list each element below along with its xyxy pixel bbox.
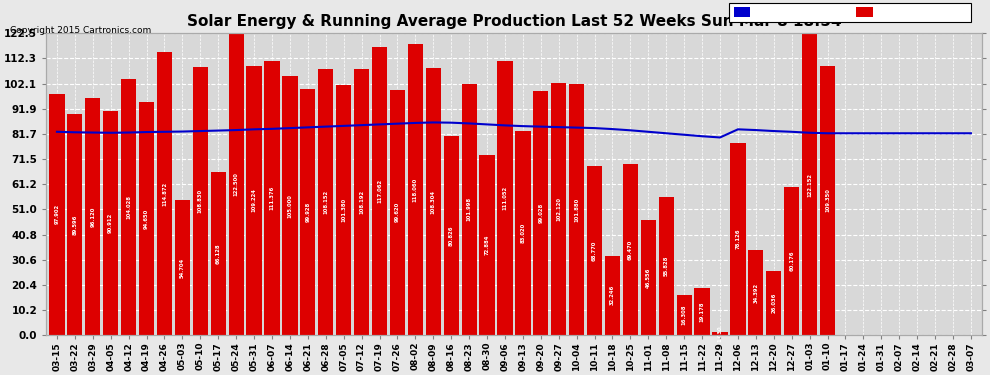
Bar	[587, 166, 602, 335]
Bar	[426, 68, 441, 335]
Legend: Average  (kWh), Weekly  (kWh): Average (kWh), Weekly (kWh)	[730, 3, 971, 22]
Text: 96.120: 96.120	[90, 207, 95, 227]
Text: 108.830: 108.830	[198, 189, 203, 213]
Bar	[139, 102, 154, 335]
Bar	[121, 79, 137, 335]
Text: 108.152: 108.152	[324, 190, 329, 214]
Text: 60.176: 60.176	[789, 251, 794, 271]
Bar	[551, 84, 566, 335]
Text: 1.030: 1.030	[718, 326, 723, 342]
Bar	[731, 142, 745, 335]
Text: 111.376: 111.376	[269, 186, 274, 210]
Bar	[802, 34, 817, 335]
Bar	[479, 156, 495, 335]
Text: 122.500: 122.500	[234, 172, 239, 196]
Text: 32.246: 32.246	[610, 285, 615, 305]
Bar	[444, 136, 458, 335]
Text: 69.470: 69.470	[628, 239, 633, 260]
Bar	[605, 256, 620, 335]
Bar	[676, 295, 692, 335]
Bar	[713, 333, 728, 335]
Text: 55.828: 55.828	[663, 256, 669, 276]
Bar	[569, 84, 584, 335]
Bar	[211, 172, 226, 335]
Text: 97.902: 97.902	[54, 204, 59, 225]
Text: 66.128: 66.128	[216, 243, 221, 264]
Text: 114.872: 114.872	[162, 182, 167, 206]
Text: 108.192: 108.192	[359, 190, 364, 214]
Bar	[318, 69, 334, 335]
Bar	[67, 114, 82, 335]
Text: 104.028: 104.028	[126, 195, 131, 219]
Bar	[103, 111, 119, 335]
Text: 89.596: 89.596	[72, 214, 77, 235]
Text: 19.178: 19.178	[700, 301, 705, 322]
Bar	[229, 33, 244, 335]
Bar	[748, 250, 763, 335]
Text: 109.350: 109.350	[825, 188, 830, 212]
Bar	[336, 85, 351, 335]
Bar	[623, 164, 638, 335]
Bar	[784, 187, 799, 335]
Text: 99.028: 99.028	[539, 203, 544, 223]
Text: 54.704: 54.704	[180, 258, 185, 278]
Text: 101.880: 101.880	[574, 197, 579, 222]
Text: 68.770: 68.770	[592, 240, 597, 261]
Text: 118.060: 118.060	[413, 177, 418, 202]
Bar	[534, 91, 548, 335]
Bar	[85, 98, 100, 335]
Text: 94.650: 94.650	[145, 209, 149, 229]
Text: 109.224: 109.224	[251, 189, 256, 212]
Text: 80.826: 80.826	[448, 225, 453, 246]
Bar	[247, 66, 261, 335]
Bar	[50, 94, 64, 335]
Text: 78.126: 78.126	[736, 228, 741, 249]
Text: 99.620: 99.620	[395, 202, 400, 222]
Bar	[820, 66, 836, 335]
Text: 16.308: 16.308	[682, 304, 687, 325]
Text: 105.000: 105.000	[287, 194, 292, 217]
Text: 117.062: 117.062	[377, 179, 382, 203]
Bar	[300, 89, 316, 335]
Bar	[372, 46, 387, 335]
Bar	[461, 84, 477, 335]
Text: 99.928: 99.928	[305, 202, 310, 222]
Text: 83.020: 83.020	[521, 223, 526, 243]
Bar	[390, 90, 405, 335]
Text: 34.392: 34.392	[753, 283, 758, 303]
Bar	[408, 44, 423, 335]
Text: 46.556: 46.556	[645, 267, 650, 288]
Text: 102.120: 102.120	[556, 197, 561, 221]
Bar	[497, 62, 513, 335]
Text: 90.912: 90.912	[108, 213, 113, 233]
Bar	[694, 288, 710, 335]
Text: 108.304: 108.304	[431, 190, 436, 214]
Text: 101.380: 101.380	[342, 198, 346, 222]
Text: 101.998: 101.998	[466, 197, 471, 222]
Bar	[354, 69, 369, 335]
Text: 72.884: 72.884	[484, 235, 489, 255]
Bar	[156, 52, 172, 335]
Bar	[175, 200, 190, 335]
Title: Solar Energy & Running Average Production Last 52 Weeks Sun Mar 8 18:54: Solar Energy & Running Average Productio…	[187, 14, 842, 29]
Bar	[766, 271, 781, 335]
Bar	[193, 67, 208, 335]
Text: 26.036: 26.036	[771, 293, 776, 313]
Text: 111.052: 111.052	[503, 186, 508, 210]
Bar	[641, 220, 656, 335]
Bar	[658, 198, 674, 335]
Bar	[515, 130, 531, 335]
Text: 122.152: 122.152	[807, 172, 812, 196]
Bar	[282, 76, 298, 335]
Bar	[264, 61, 279, 335]
Text: Copyright 2015 Cartronics.com: Copyright 2015 Cartronics.com	[10, 26, 151, 35]
